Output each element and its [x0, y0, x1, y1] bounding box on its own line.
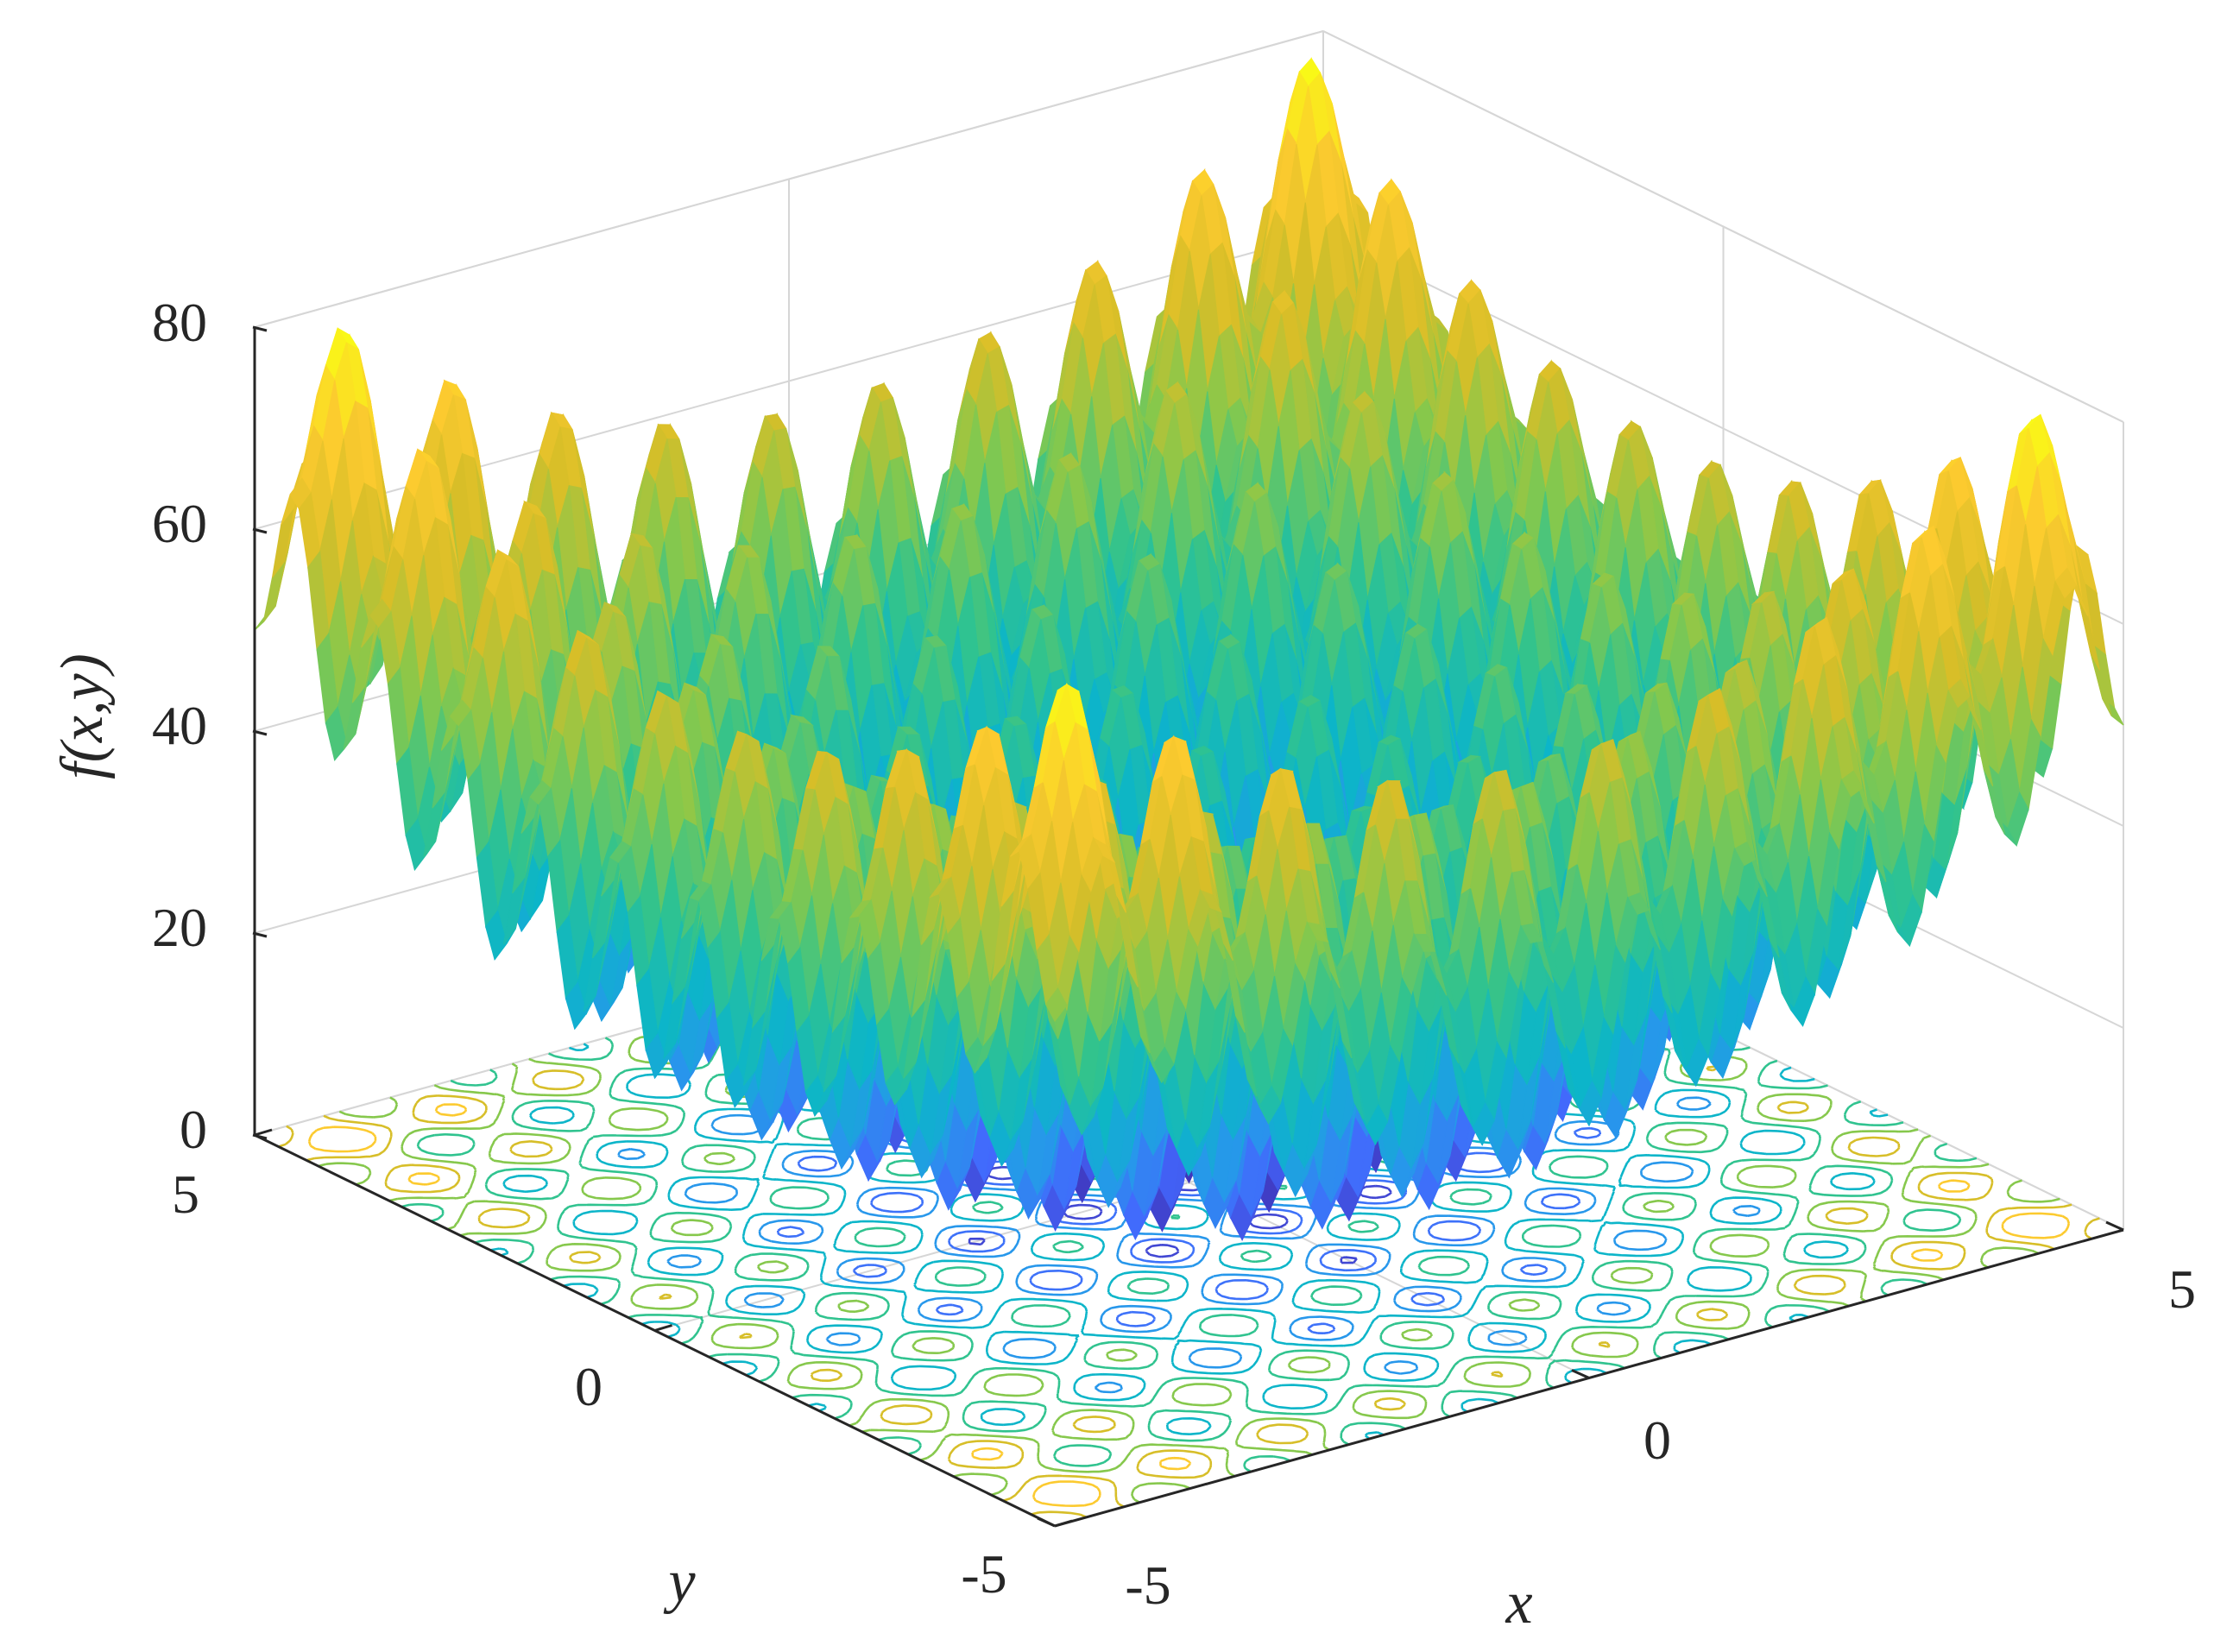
grid-top-edge-x: [254, 30, 1324, 328]
surface-mesh: [254, 57, 2124, 1241]
grid-top-edge-y: [1322, 30, 2124, 423]
